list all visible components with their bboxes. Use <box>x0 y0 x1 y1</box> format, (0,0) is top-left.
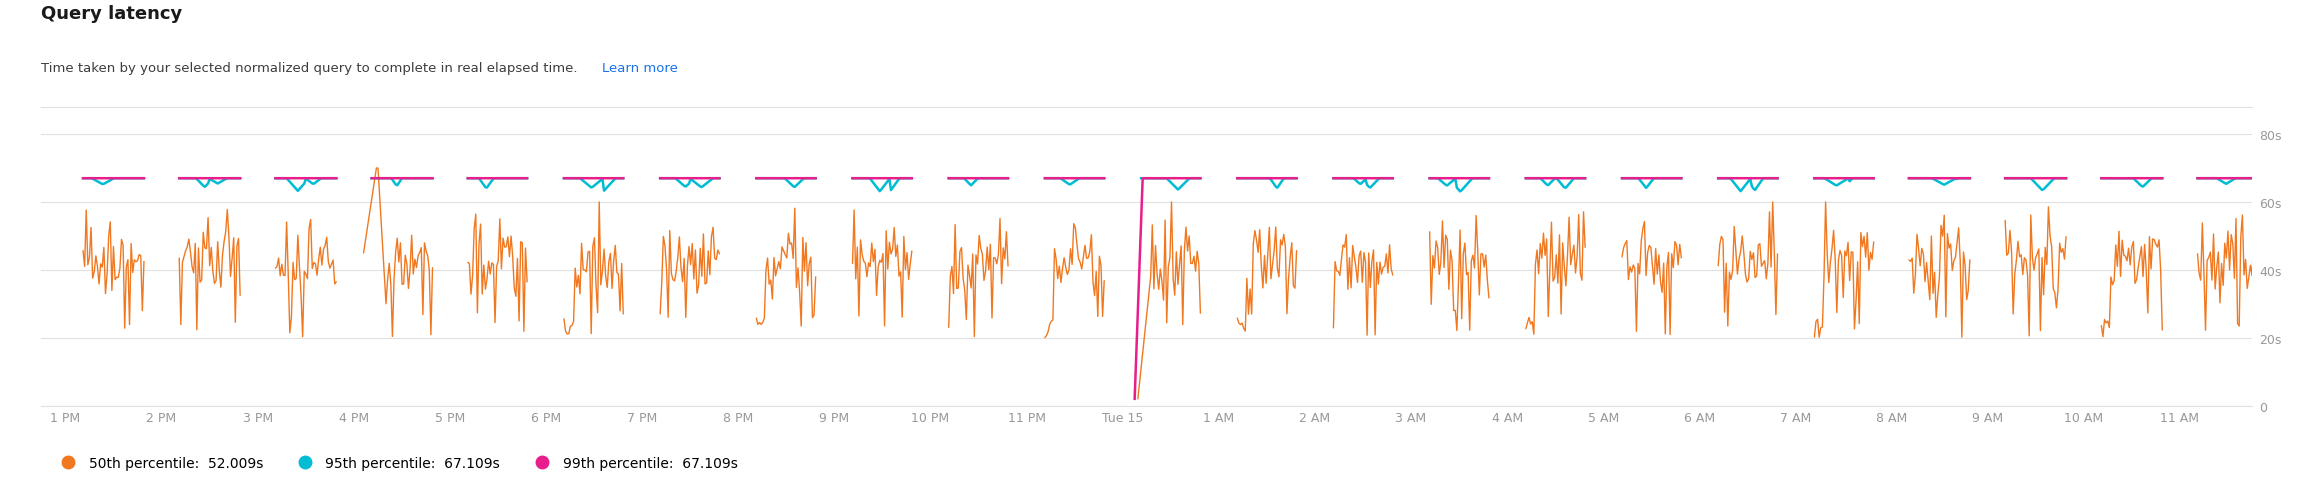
Text: Time taken by your selected normalized query to complete in real elapsed time.: Time taken by your selected normalized q… <box>41 62 581 75</box>
Text: Learn more: Learn more <box>602 62 678 75</box>
Legend: 50th percentile:  52.009s, 95th percentile:  67.109s, 99th percentile:  67.109s: 50th percentile: 52.009s, 95th percentil… <box>48 451 742 476</box>
Text: Query latency: Query latency <box>41 5 182 23</box>
